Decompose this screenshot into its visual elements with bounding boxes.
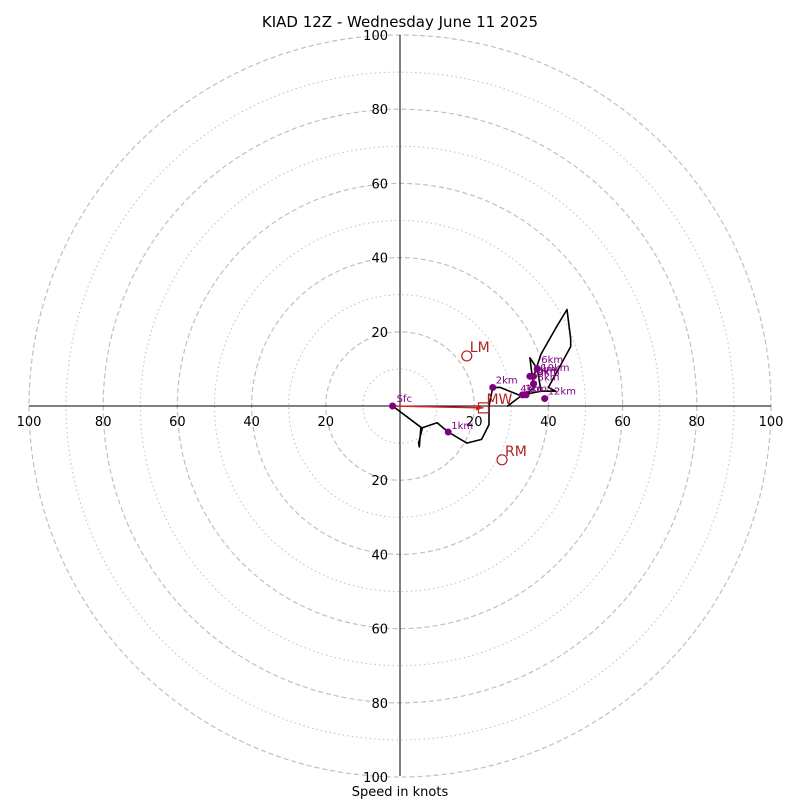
height-label-10km: 10km [541, 363, 569, 374]
height-label-3km: 3km [525, 384, 547, 395]
height-marker-12km [541, 395, 549, 403]
storm-motion-marker-LM [461, 350, 473, 362]
tick-label-bottom-40: 40 [371, 548, 388, 563]
storm-motion-label-RM: RM [505, 444, 527, 460]
height-marker-Sfc [389, 402, 397, 410]
height-marker-4km [518, 391, 526, 399]
tick-label-right-20: 20 [466, 415, 483, 430]
height-marker-8km [530, 380, 538, 388]
height-label-Sfc: Sfc [397, 394, 412, 405]
mean-wind-vector-line [392, 405, 484, 409]
x-axis-label: Speed in knots [352, 785, 449, 800]
storm-motion-marker-RM [496, 454, 508, 466]
storm-motion-markers: LM RM MW [461, 340, 527, 466]
hodograph-trace [392, 308, 572, 448]
height-label-4km: 4km [520, 384, 542, 395]
height-label-5km: 5km [538, 367, 560, 378]
tick-label-bottom-80: 80 [371, 697, 388, 712]
tick-label-left-60: 60 [169, 415, 186, 430]
mean-wind-vector-arrowhead [475, 404, 484, 411]
tick-label-bottom-60: 60 [371, 623, 388, 638]
tick-label-top-20: 20 [371, 326, 388, 341]
storm-motion-marker-MW [477, 402, 490, 414]
height-marker-10km [533, 365, 541, 373]
chart-title: KIAD 12Z - Wednesday June 11 2025 [262, 13, 538, 31]
tick-label-right-80: 80 [689, 415, 706, 430]
tick-label-left-40: 40 [243, 415, 260, 430]
height-label-12km: 12km [548, 387, 576, 398]
storm-motion-label-LM: LM [470, 340, 490, 356]
height-label-7km: 7km [534, 364, 556, 375]
tick-label-top-60: 60 [371, 177, 388, 192]
tick-label-right-100: 100 [759, 415, 784, 430]
hodograph-trace-line [392, 308, 572, 448]
tick-label-left-20: 20 [318, 415, 335, 430]
tick-label-top-40: 40 [371, 252, 388, 267]
tick-label-top-80: 80 [371, 103, 388, 118]
tick-label-right-40: 40 [540, 415, 557, 430]
tick-label-bottom-100: 100 [363, 771, 388, 786]
height-label-1km: 1km [451, 421, 473, 432]
height-label-8km: 8km [538, 373, 560, 384]
storm-motion-label-MW: MW [486, 392, 512, 408]
height-marker-1km [444, 428, 452, 436]
tick-label-right-60: 60 [614, 415, 631, 430]
tick-labels: 20 20 20 20 40 40 40 40 60 60 60 60 80 80 80 80 100 100 10… [17, 29, 784, 786]
tick-label-bottom-20: 20 [371, 474, 388, 489]
height-label-6km: 6km [541, 355, 563, 366]
height-marker-9km [530, 372, 538, 380]
tick-label-left-80: 80 [95, 415, 112, 430]
tick-label-top-100: 100 [363, 29, 388, 44]
height-label-2km: 2km [496, 375, 518, 386]
height-marker-2km [489, 383, 497, 391]
mean-wind-vector [392, 404, 484, 411]
tick-label-left-100: 100 [17, 415, 42, 430]
height-label-9km: 9km [538, 367, 560, 378]
